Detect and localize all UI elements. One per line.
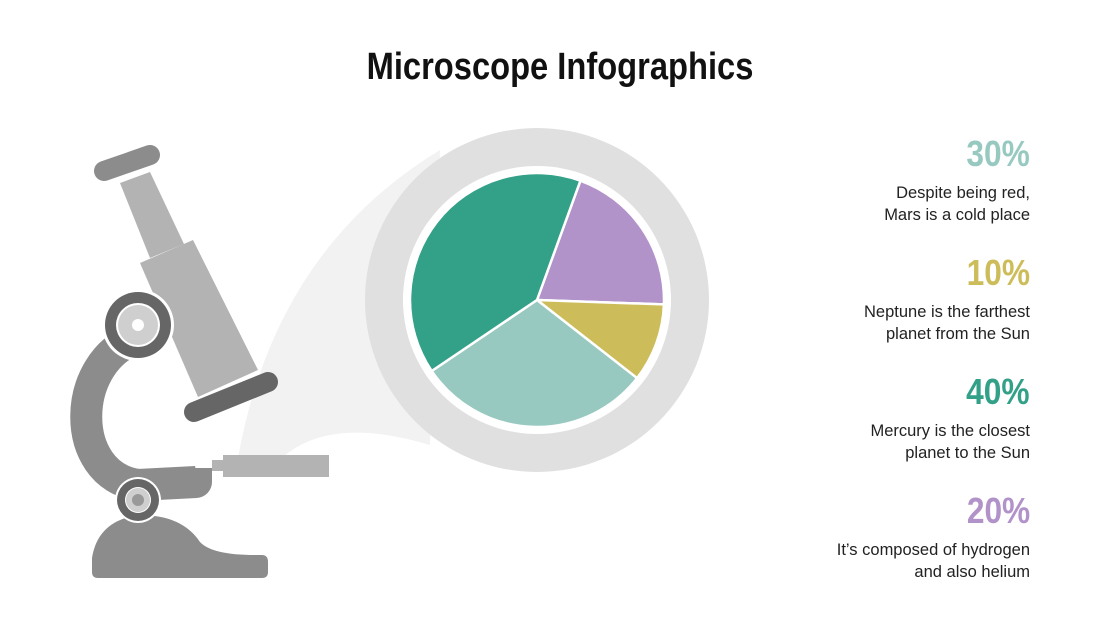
stage-connector — [212, 460, 224, 471]
percent-label: 30% — [966, 133, 1030, 174]
percent-label: 10% — [966, 252, 1030, 293]
pie-slice-30 — [429, 298, 639, 429]
info-item-jupiter: 20% It’s composed of hydrogen and also he… — [837, 491, 1030, 583]
eyepiece-tube — [120, 172, 184, 258]
body-tube — [140, 240, 258, 397]
info-item-mercury: 40% Mercury is the closest planet to the … — [870, 372, 1030, 464]
info-item-mars: 30% Despite being red, Mars is a cold pla… — [884, 134, 1030, 226]
percent-label: 20% — [966, 490, 1030, 531]
eyepiece-cap — [94, 145, 160, 181]
pie-chart — [408, 171, 666, 429]
base — [92, 515, 268, 578]
pie-slice-10 — [533, 298, 666, 380]
fine-knob[interactable] — [115, 477, 161, 523]
description: It’s composed of hydrogen and also helium — [836, 541, 1030, 581]
stage — [223, 455, 329, 477]
pie-slice-40 — [408, 171, 583, 373]
coarse-knob[interactable] — [102, 289, 174, 361]
description: Neptune is the farthest planet from the S… — [863, 303, 1030, 343]
description: Mercury is the closest planet to the Sun — [870, 422, 1030, 462]
info-item-neptune: 10% Neptune is the farthest planet from t… — [864, 253, 1030, 345]
objective-bar — [184, 372, 278, 422]
description: Despite being red, Mars is a cold place — [884, 184, 1030, 224]
page-title: Microscope Infographics — [366, 46, 754, 88]
percent-label: 40% — [966, 371, 1030, 412]
pie-slice-20 — [535, 179, 666, 306]
